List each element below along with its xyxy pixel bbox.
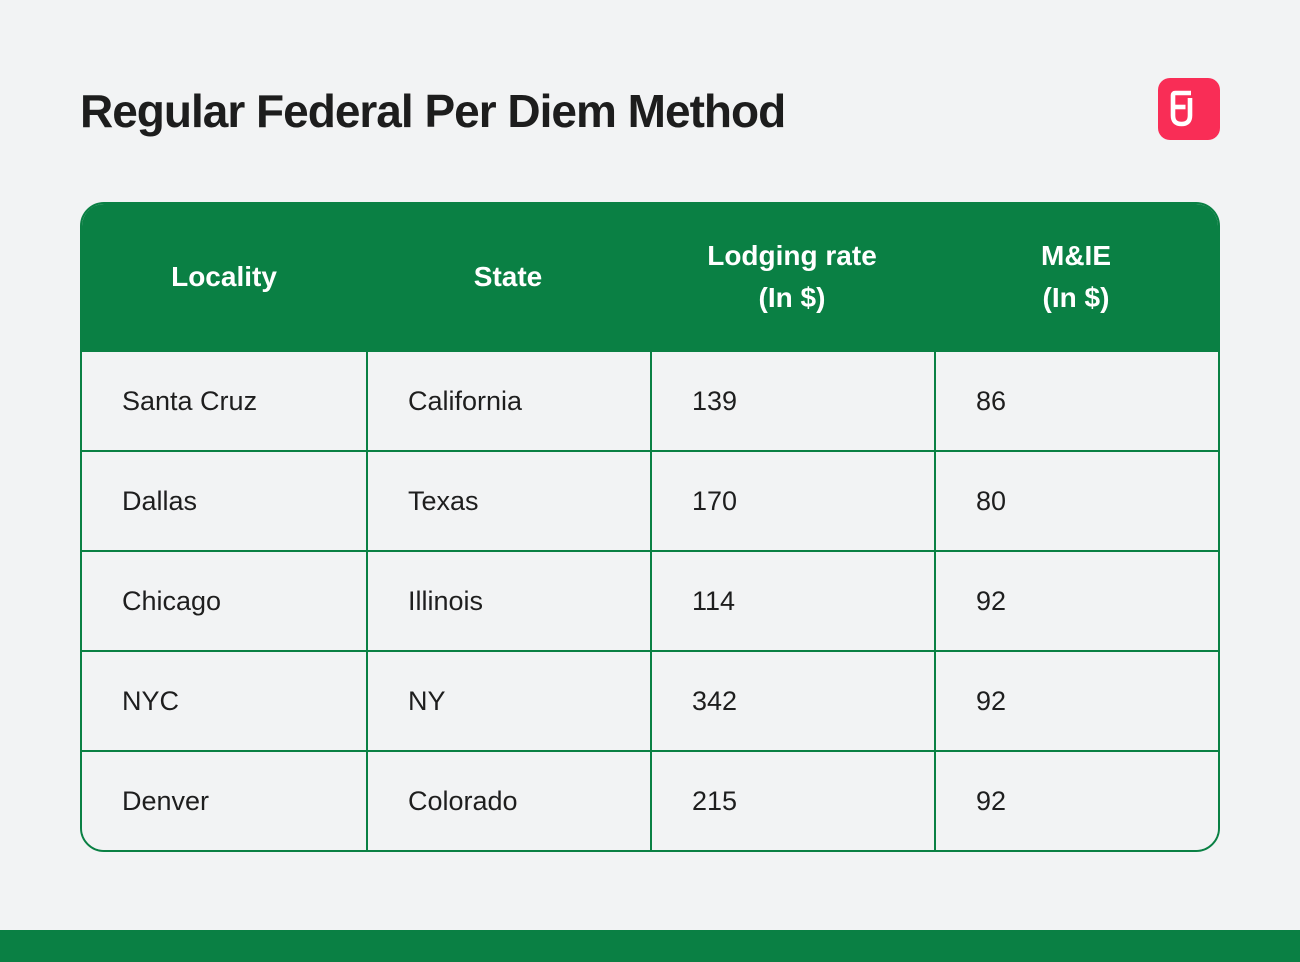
table-row: Denver Colorado 215 92 — [82, 750, 1218, 850]
cell-state: NY — [366, 650, 650, 750]
column-header-lodging-rate: Lodging rate (In $) — [707, 240, 877, 313]
cell-lodging-rate: 342 — [650, 650, 934, 750]
table-row: Chicago Illinois 114 92 — [82, 550, 1218, 650]
cell-locality: NYC — [82, 650, 366, 750]
cell-locality: Chicago — [82, 550, 366, 650]
table-row: NYC NY 342 92 — [82, 650, 1218, 750]
cell-state: Texas — [366, 450, 650, 550]
cell-locality: Dallas — [82, 450, 366, 550]
column-header-locality: Locality — [171, 261, 277, 292]
column-header-mie: M&IE (In $) — [1041, 240, 1111, 313]
cell-lodging-rate: 215 — [650, 750, 934, 850]
brand-logo-icon — [1158, 78, 1220, 140]
cell-state: California — [366, 350, 650, 450]
cell-lodging-rate: 170 — [650, 450, 934, 550]
cell-mie: 92 — [934, 650, 1218, 750]
cell-locality: Denver — [82, 750, 366, 850]
footer-accent-bar — [0, 930, 1300, 962]
table-header-row: Locality State Lodging rate (In $) M&IE … — [82, 204, 1218, 350]
cell-state: Illinois — [366, 550, 650, 650]
cell-locality: Santa Cruz — [82, 350, 366, 450]
column-header-state: State — [473, 261, 543, 292]
table-row: Dallas Texas 170 80 — [82, 450, 1218, 550]
per-diem-table: Locality State Lodging rate (In $) M&IE … — [80, 202, 1220, 852]
cell-state: Colorado — [366, 750, 650, 850]
cell-lodging-rate: 114 — [650, 550, 934, 650]
cell-mie: 92 — [934, 750, 1218, 850]
cell-lodging-rate: 139 — [650, 350, 934, 450]
table-row: Santa Cruz California 139 86 — [82, 350, 1218, 450]
table-body: Santa Cruz California 139 86 Dallas Texa… — [82, 350, 1218, 850]
page-title: Regular Federal Per Diem Method — [80, 85, 786, 137]
cell-mie: 80 — [934, 450, 1218, 550]
fj-monogram-icon — [1170, 90, 1193, 127]
cell-mie: 86 — [934, 350, 1218, 450]
cell-mie: 92 — [934, 550, 1218, 650]
